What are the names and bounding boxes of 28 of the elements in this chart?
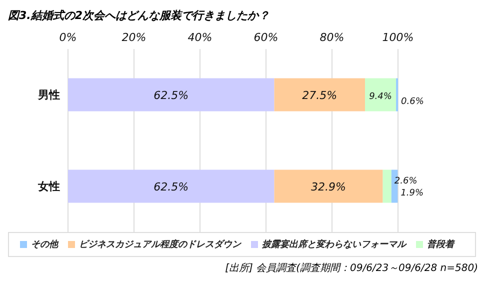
- x-tick-label: 60%: [254, 31, 278, 44]
- bar: [382, 170, 392, 203]
- x-tick-label: 80%: [320, 31, 344, 44]
- y-tick-label: 女性: [37, 180, 60, 194]
- data-label: 0.6%: [401, 96, 424, 107]
- data-label: 62.5%: [154, 88, 189, 102]
- bar: [365, 78, 396, 112]
- data-label: 1.9%: [400, 188, 424, 198]
- bar: [68, 170, 274, 203]
- data-label: 32.9%: [311, 180, 346, 194]
- y-tick-label: 男性: [37, 88, 60, 102]
- x-tick-label: 0%: [59, 31, 77, 44]
- legend-label: 普段着: [427, 240, 454, 250]
- data-label: 27.5%: [302, 88, 338, 102]
- x-tick-label: 20%: [122, 31, 146, 44]
- legend-label: その他: [31, 240, 58, 250]
- legend-label: ビジネスカジュアル程度のドレスダウン: [79, 240, 241, 250]
- data-label: 2.6%: [394, 176, 418, 186]
- legend-label: 披露宴出席と変わらないフォーマル: [262, 240, 406, 250]
- x-tick-label: 100%: [382, 31, 414, 44]
- bar: [274, 170, 383, 203]
- bar: [274, 78, 365, 112]
- text: [出所] 会員調査(調査期間：09/6/23～09/6/28 n=580): [224, 262, 478, 275]
- bar: [68, 78, 274, 112]
- data-label: 62.5%: [154, 180, 189, 194]
- x-tick-label: 40%: [188, 31, 212, 44]
- data-label: 9.4%: [369, 92, 392, 102]
- chart-title: 図3.結婚式の2次会へはどんな服装で行きましたか？: [8, 8, 270, 23]
